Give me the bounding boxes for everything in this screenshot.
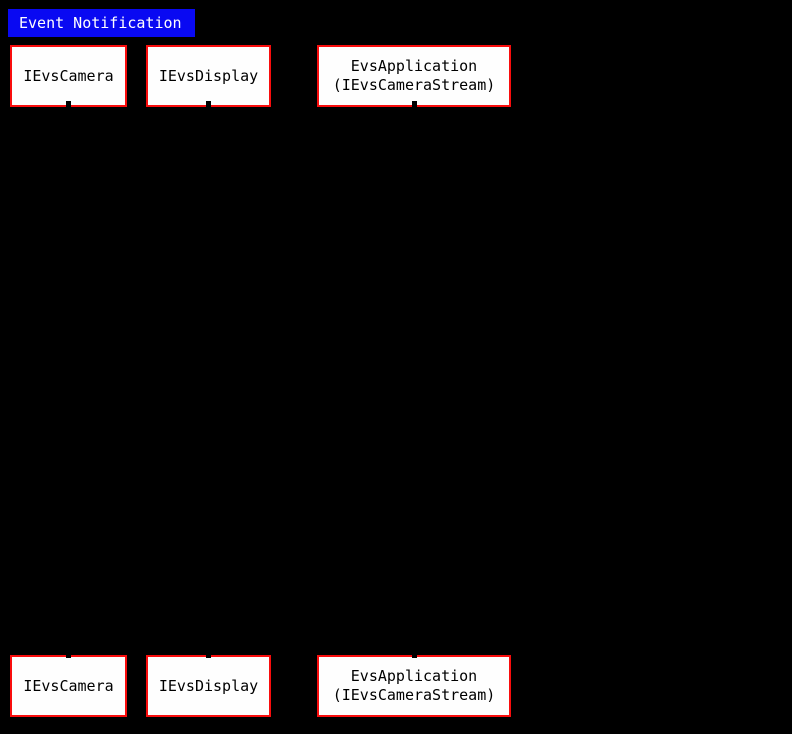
participant-top-evsapplication: EvsApplication (IEvsCameraStream) <box>317 45 511 107</box>
participant-label: IEvsCamera <box>23 676 114 695</box>
participant-bottom-ievsdisplay: IEvsDisplay <box>146 655 271 717</box>
participant-label-line1: EvsApplication <box>350 57 478 75</box>
lifeline-ievsdisplay <box>206 101 211 658</box>
diagram-title: Event Notification <box>8 9 195 37</box>
lifeline-ievscamera <box>66 101 71 658</box>
participant-bottom-ievscamera: IEvsCamera <box>10 655 127 717</box>
lifeline-evsapplication <box>412 101 417 658</box>
participant-label: IEvsDisplay <box>158 676 259 695</box>
participant-label: IEvsCamera <box>23 66 114 85</box>
participant-label-line2: (IEvsCameraStream) <box>332 686 496 704</box>
participant-label-line2: (IEvsCameraStream) <box>332 76 496 94</box>
participant-bottom-evsapplication: EvsApplication (IEvsCameraStream) <box>317 655 511 717</box>
participant-top-ievsdisplay: IEvsDisplay <box>146 45 271 107</box>
participant-label-line1: EvsApplication <box>350 667 478 685</box>
participant-top-ievscamera: IEvsCamera <box>10 45 127 107</box>
participant-label: IEvsDisplay <box>158 66 259 85</box>
